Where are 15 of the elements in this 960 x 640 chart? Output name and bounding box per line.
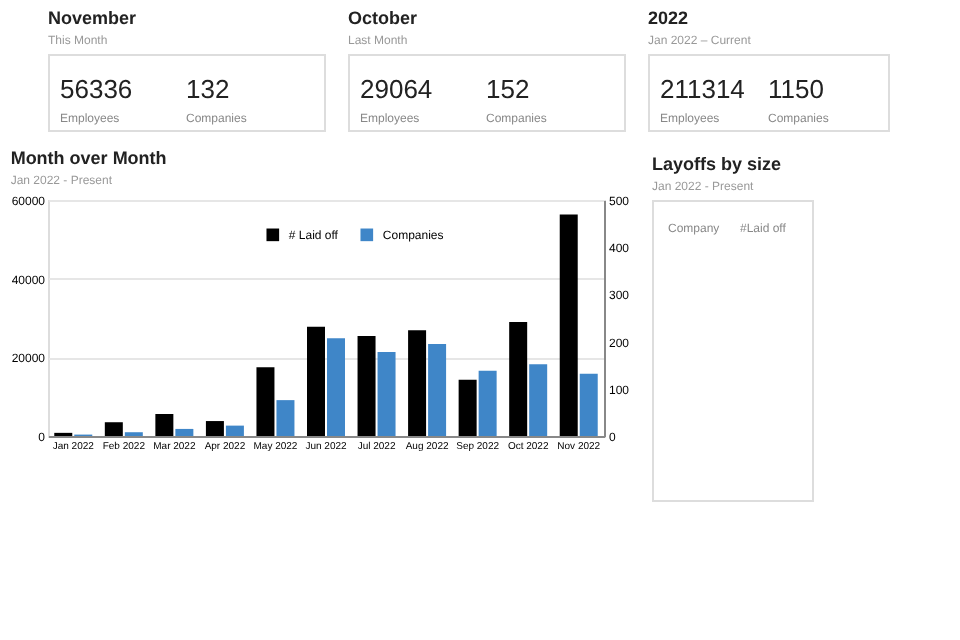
text: 29064 — [360, 74, 433, 104]
text: October — [348, 8, 419, 28]
bar — [579, 373, 598, 436]
text: 211314 — [660, 74, 745, 104]
text: 132 — [186, 74, 230, 104]
text: Layoffs by size — [652, 154, 782, 174]
text: 56336 — [60, 74, 133, 104]
bar — [104, 422, 123, 436]
text: 152 — [486, 74, 530, 104]
bar — [559, 214, 578, 436]
text: 2022 — [648, 8, 689, 28]
text: 1150 — [768, 74, 824, 104]
bar — [155, 413, 174, 436]
text: November — [48, 8, 138, 28]
chart-title: Month over Month — [10, 148, 167, 168]
